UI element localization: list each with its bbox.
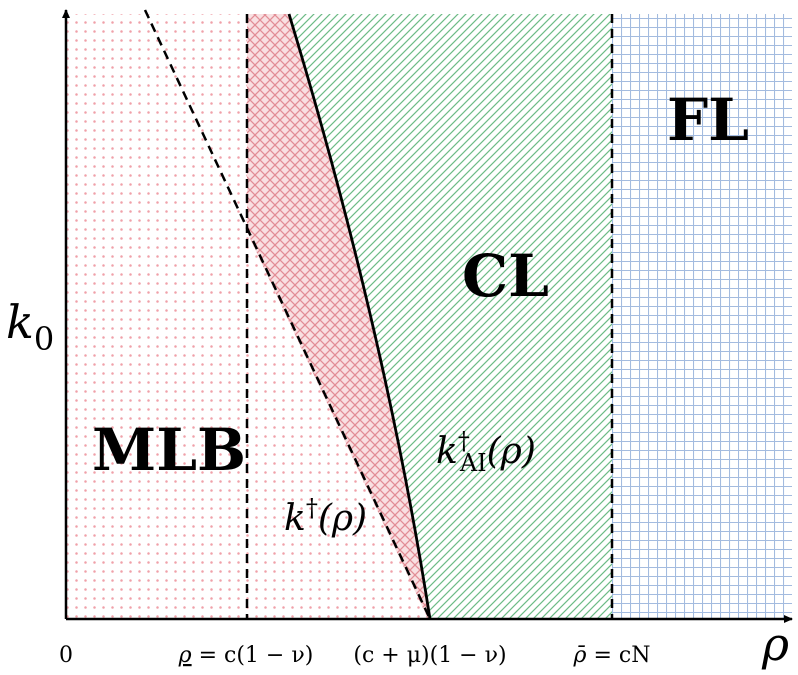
- label-k-ai-sup: †: [458, 427, 470, 455]
- tick-rho-bar-symbol: ρ̄: [573, 643, 587, 668]
- cl-region: [289, 14, 612, 619]
- tick-rho-mid: (c + μ)(1 − ν): [353, 643, 506, 668]
- crosshatch-region: [247, 14, 430, 619]
- tick-rho-low: ρ = c(1 − ν): [178, 643, 314, 668]
- y-axis-label: k0: [6, 295, 54, 358]
- tick-rho-low-symbol: ρ: [178, 643, 192, 668]
- label-k-dagger-sup: †: [306, 494, 318, 522]
- label-k-dagger: k†(ρ): [284, 494, 367, 539]
- fl-region: [612, 14, 792, 619]
- origin-label: 0: [59, 643, 73, 668]
- region-label-fl: FL: [667, 86, 749, 154]
- y-axis-label-subscript: 0: [34, 320, 54, 358]
- region-label-mlb: MLB: [92, 416, 246, 484]
- k-dagger-curve: [143, 9, 432, 620]
- x-axis-label: ρ: [761, 617, 789, 671]
- region-label-cl: CL: [462, 242, 549, 310]
- tick-rho-bar: ρ̄ = cN: [573, 643, 651, 668]
- k-ai-curve: [287, 13, 432, 620]
- label-k-ai-sub: AI: [459, 449, 487, 477]
- label-k-ai: k† AI(ρ): [436, 427, 536, 477]
